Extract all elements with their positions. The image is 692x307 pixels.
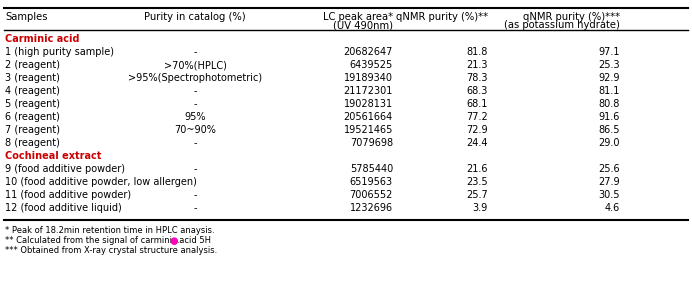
Text: 1 (high purity sample): 1 (high purity sample)	[5, 47, 114, 57]
Text: 1232696: 1232696	[350, 203, 393, 213]
Text: -: -	[193, 203, 197, 213]
Text: 21.6: 21.6	[466, 164, 488, 174]
Text: >95%(Spectrophotometric): >95%(Spectrophotometric)	[128, 73, 262, 83]
Text: 21.3: 21.3	[466, 60, 488, 70]
Text: 20561664: 20561664	[344, 112, 393, 122]
Text: 5785440: 5785440	[349, 164, 393, 174]
Text: 4.6: 4.6	[605, 203, 620, 213]
Text: 77.2: 77.2	[466, 112, 488, 122]
Text: 91.6: 91.6	[599, 112, 620, 122]
Text: 72.9: 72.9	[466, 125, 488, 135]
Text: Purity in catalog (%): Purity in catalog (%)	[144, 12, 246, 22]
Text: Carminic acid: Carminic acid	[5, 34, 80, 44]
Text: 25.3: 25.3	[599, 60, 620, 70]
Text: ** Calculated from the signal of carminic acid 5H: ** Calculated from the signal of carmini…	[5, 236, 211, 245]
Text: 7 (reagent): 7 (reagent)	[5, 125, 60, 135]
Text: 19028131: 19028131	[344, 99, 393, 109]
Text: 68.1: 68.1	[466, 99, 488, 109]
Text: 25.7: 25.7	[466, 190, 488, 200]
Text: 3.9: 3.9	[473, 203, 488, 213]
Text: 19189340: 19189340	[344, 73, 393, 83]
Text: 29.0: 29.0	[599, 138, 620, 148]
Text: 68.3: 68.3	[466, 86, 488, 96]
Text: 95%: 95%	[184, 112, 206, 122]
Text: (as potassium hydrate): (as potassium hydrate)	[504, 20, 620, 30]
Text: 97.1: 97.1	[599, 47, 620, 57]
Text: 7079698: 7079698	[350, 138, 393, 148]
Text: 78.3: 78.3	[466, 73, 488, 83]
Text: * Peak of 18.2min retention time in HPLC anaysis.: * Peak of 18.2min retention time in HPLC…	[5, 226, 215, 235]
Text: 92.9: 92.9	[599, 73, 620, 83]
Text: 24.4: 24.4	[466, 138, 488, 148]
Text: 8 (reagent): 8 (reagent)	[5, 138, 60, 148]
Text: 6519563: 6519563	[350, 177, 393, 187]
Text: .: .	[176, 236, 179, 245]
Text: 86.5: 86.5	[599, 125, 620, 135]
Text: 4 (reagent): 4 (reagent)	[5, 86, 60, 96]
Text: -: -	[193, 138, 197, 148]
Text: 23.5: 23.5	[466, 177, 488, 187]
Text: -: -	[193, 99, 197, 109]
Text: (UV 490nm): (UV 490nm)	[333, 20, 393, 30]
Text: 11 (food additive powder): 11 (food additive powder)	[5, 190, 131, 200]
Text: -: -	[193, 164, 197, 174]
Text: 6439525: 6439525	[349, 60, 393, 70]
Text: -: -	[193, 47, 197, 57]
Text: *** Obtained from X-ray crystal structure analysis.: *** Obtained from X-ray crystal structur…	[5, 246, 217, 255]
Text: 81.8: 81.8	[466, 47, 488, 57]
Text: 12 (food additive liquid): 12 (food additive liquid)	[5, 203, 122, 213]
Text: Samples: Samples	[5, 12, 48, 22]
Text: 20682647: 20682647	[344, 47, 393, 57]
Text: 70~90%: 70~90%	[174, 125, 216, 135]
Text: ●: ●	[169, 236, 178, 246]
Text: 5 (reagent): 5 (reagent)	[5, 99, 60, 109]
Text: 2 (reagent): 2 (reagent)	[5, 60, 60, 70]
Text: 27.9: 27.9	[599, 177, 620, 187]
Text: -: -	[193, 86, 197, 96]
Text: qNMR purity (%)**: qNMR purity (%)**	[396, 12, 488, 22]
Text: 3 (reagent): 3 (reagent)	[5, 73, 60, 83]
Text: 6 (reagent): 6 (reagent)	[5, 112, 60, 122]
Text: Cochineal extract: Cochineal extract	[5, 151, 101, 161]
Text: 10 (food additive powder, low allergen): 10 (food additive powder, low allergen)	[5, 177, 197, 187]
Text: 21172301: 21172301	[344, 86, 393, 96]
Text: 25.6: 25.6	[599, 164, 620, 174]
Text: 81.1: 81.1	[599, 86, 620, 96]
Text: -: -	[193, 190, 197, 200]
Text: 30.5: 30.5	[599, 190, 620, 200]
Text: 9 (food additive powder): 9 (food additive powder)	[5, 164, 125, 174]
Text: qNMR purity (%)***: qNMR purity (%)***	[523, 12, 620, 22]
Text: >70%(HPLC): >70%(HPLC)	[163, 60, 226, 70]
Text: LC peak area*: LC peak area*	[323, 12, 393, 22]
Text: 80.8: 80.8	[599, 99, 620, 109]
Text: 7006552: 7006552	[349, 190, 393, 200]
Text: 19521465: 19521465	[344, 125, 393, 135]
